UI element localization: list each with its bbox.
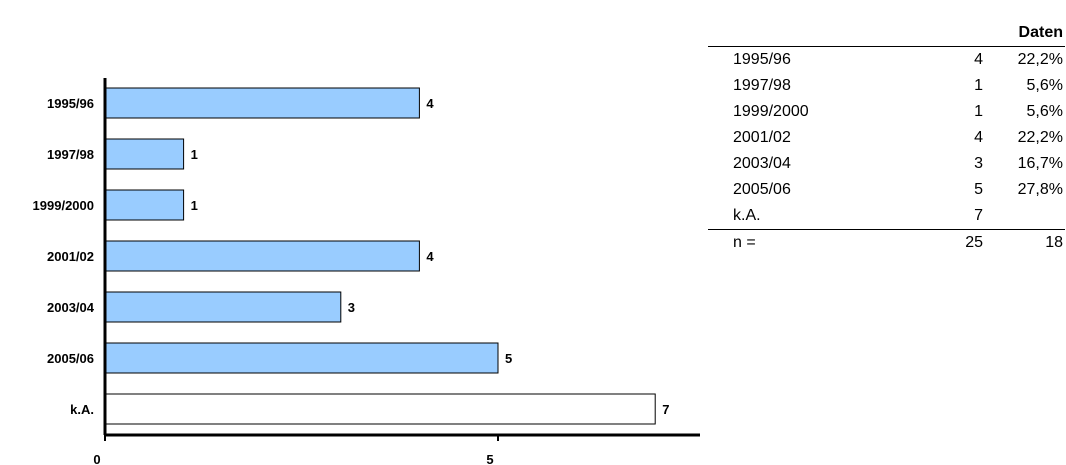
table-row: 2001/02 4 22,2% bbox=[708, 125, 1065, 151]
row-percent bbox=[983, 203, 1065, 230]
row-percent: 22,2% bbox=[1017, 51, 1063, 68]
bar bbox=[104, 240, 420, 272]
table-row: 2005/06 5 27,8% bbox=[708, 177, 1065, 203]
row-count: 3 bbox=[974, 155, 983, 172]
x-tick-label: 5 bbox=[486, 452, 493, 465]
row-count: 7 bbox=[974, 207, 983, 224]
category-label: 1997/98 bbox=[47, 147, 94, 162]
category-label: k.A. bbox=[70, 402, 94, 417]
total-count: 25 bbox=[903, 229, 983, 256]
table-row: 1997/98 1 5,6% bbox=[708, 73, 1065, 99]
total-label: n = bbox=[708, 229, 903, 256]
value-label: 1 bbox=[191, 198, 198, 213]
row-label: 1997/98 bbox=[733, 77, 791, 94]
bar bbox=[104, 291, 342, 323]
value-label: 7 bbox=[662, 402, 669, 417]
x-tick-label: 0 bbox=[93, 452, 100, 465]
row-percent: 22,2% bbox=[1017, 129, 1063, 146]
row-count: 4 bbox=[974, 129, 983, 146]
bar bbox=[104, 138, 185, 170]
table-row: 1995/96 4 22,2% bbox=[708, 47, 1065, 74]
row-count: 1 bbox=[974, 103, 983, 120]
value-label: 1 bbox=[191, 147, 198, 162]
row-label: 2005/06 bbox=[733, 181, 791, 198]
category-label: 1995/96 bbox=[47, 96, 94, 111]
row-count: 4 bbox=[974, 51, 983, 68]
table-header: Daten bbox=[708, 20, 1065, 47]
category-label: 1999/2000 bbox=[33, 198, 94, 213]
value-label: 4 bbox=[426, 96, 434, 111]
row-label: k.A. bbox=[733, 207, 761, 224]
total-row: n = 25 18 bbox=[708, 229, 1065, 256]
row-label: 1995/96 bbox=[733, 51, 791, 68]
row-label: 1999/2000 bbox=[733, 103, 809, 120]
total-valid: 18 bbox=[983, 229, 1065, 256]
value-label: 4 bbox=[426, 249, 434, 264]
category-label: 2003/04 bbox=[47, 300, 95, 315]
category-label: 2001/02 bbox=[47, 249, 94, 264]
table-row: 2003/04 3 16,7% bbox=[708, 151, 1065, 177]
bar bbox=[104, 342, 499, 374]
row-percent: 5,6% bbox=[1026, 77, 1063, 94]
row-percent: 16,7% bbox=[1017, 155, 1063, 172]
row-percent: 27,8% bbox=[1017, 181, 1063, 198]
category-label: 2005/06 bbox=[47, 351, 94, 366]
row-count: 5 bbox=[974, 181, 983, 198]
value-label: 5 bbox=[505, 351, 512, 366]
row-count: 1 bbox=[974, 77, 983, 94]
value-label: 3 bbox=[348, 300, 355, 315]
bar bbox=[104, 189, 185, 221]
table-row: k.A. 7 bbox=[708, 203, 1065, 230]
bar bbox=[104, 87, 420, 119]
row-percent: 5,6% bbox=[1026, 103, 1063, 120]
table-header-row: Daten bbox=[708, 20, 1065, 47]
table-body: 1995/96 4 22,2% 1997/98 1 5,6% 1999/2000 1 5,6% 2… bbox=[708, 47, 1065, 256]
bar bbox=[104, 393, 656, 425]
bar-chart: 1995/96 4 1997/98 1 1999/2000 1 2001/02 4 2003/0… bbox=[33, 78, 700, 465]
row-label: 2003/04 bbox=[733, 155, 791, 172]
table-row: 1999/2000 1 5,6% bbox=[708, 99, 1065, 125]
row-label: 2001/02 bbox=[733, 129, 791, 146]
data-table: Daten 1995/96 4 22,2% 1997/98 1 5,6% 1999/2000… bbox=[708, 20, 1065, 256]
